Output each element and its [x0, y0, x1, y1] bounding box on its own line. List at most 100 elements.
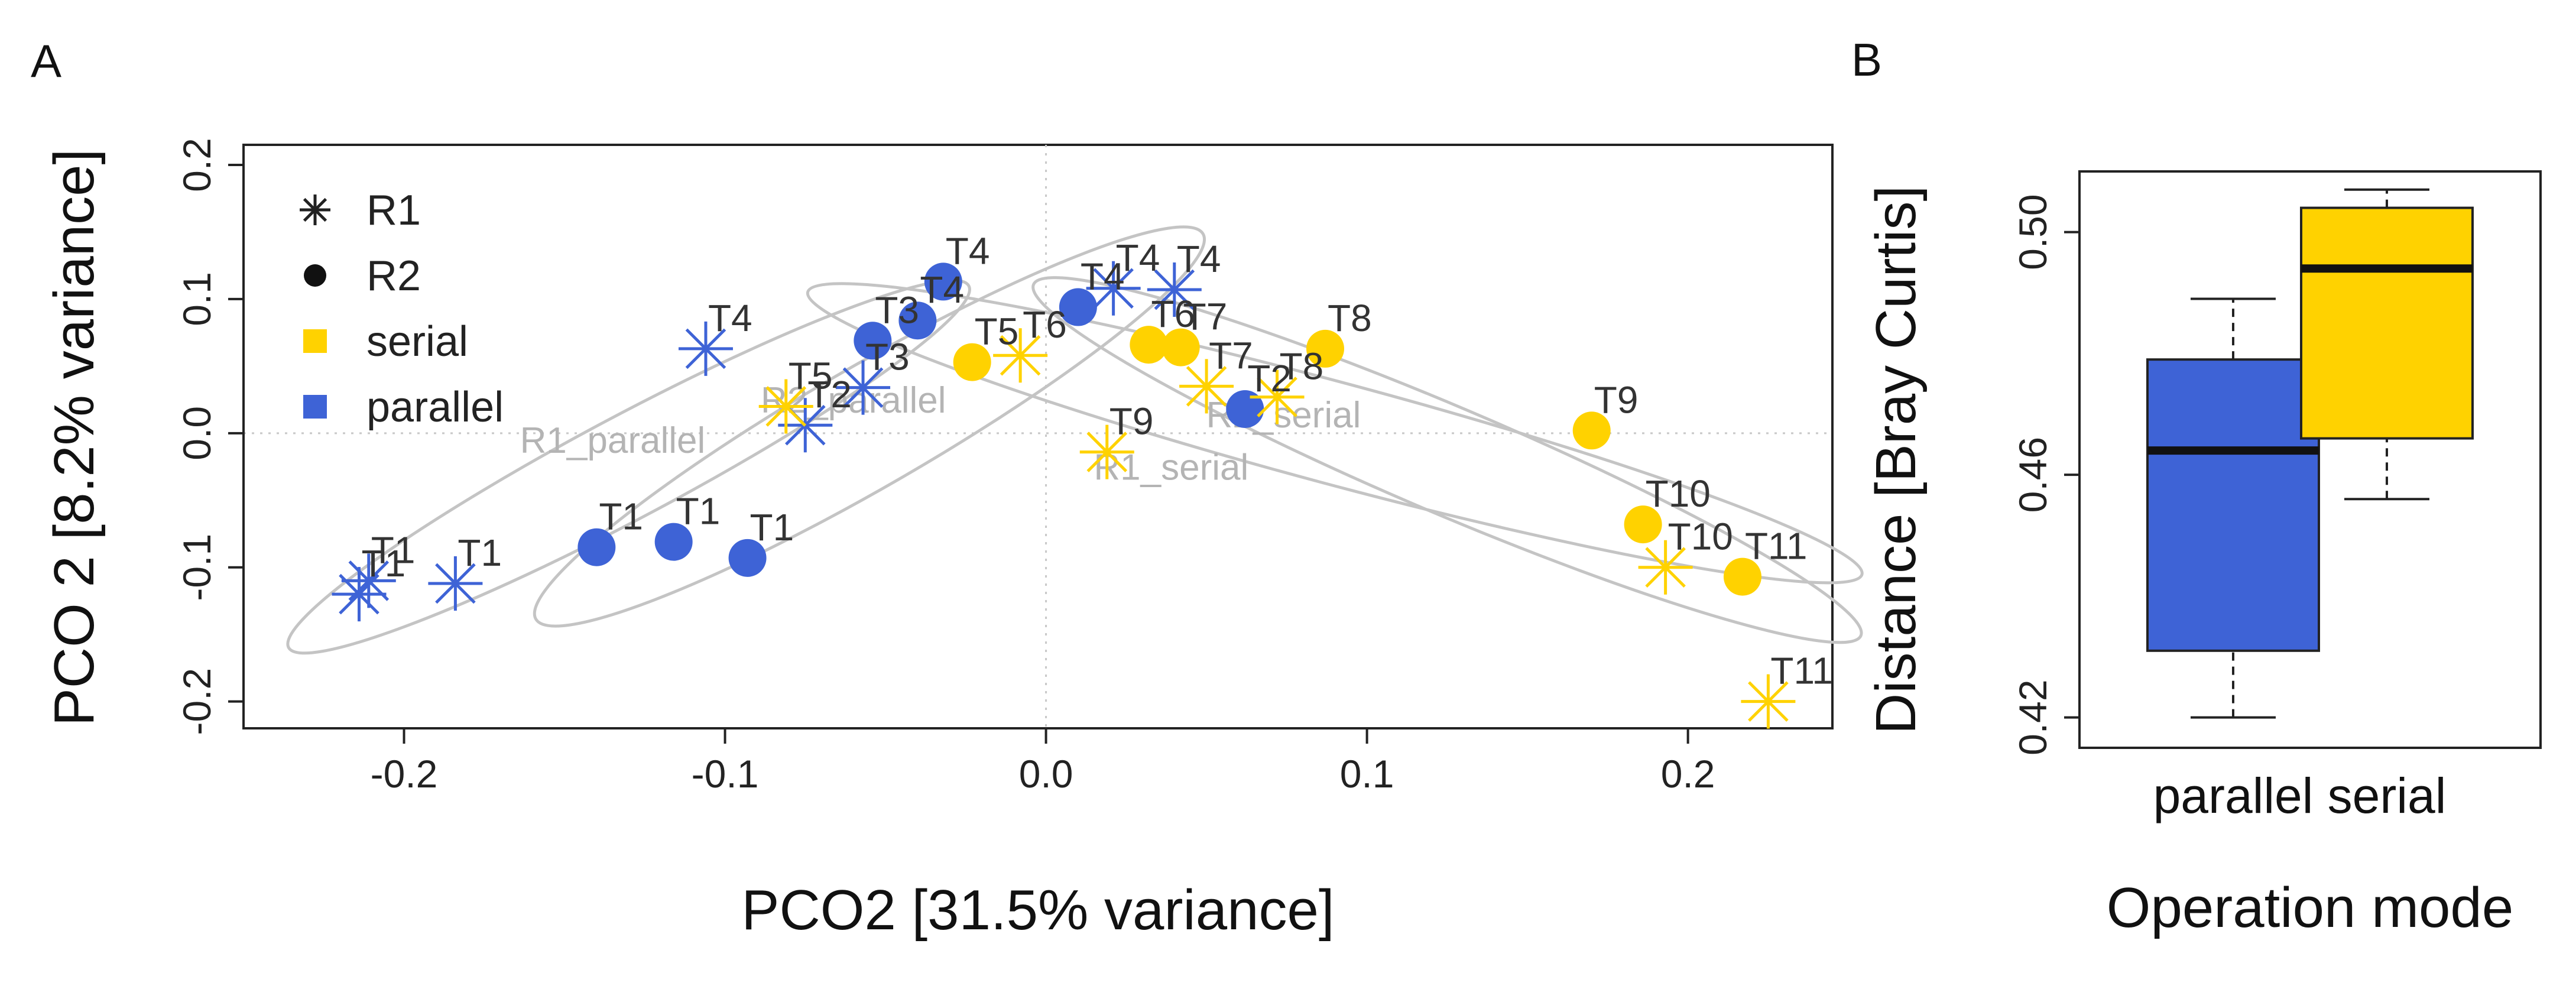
y-tick-label: -0.2	[175, 668, 219, 735]
point-r1-parallel-t4	[1147, 262, 1202, 317]
legend-r1-asterisk-icon	[300, 194, 330, 225]
point-r2-serial-t7	[1162, 328, 1200, 367]
point-label: T11	[1770, 650, 1833, 692]
distance-boxplot-panel: 0.42 0.46 0.50 parallel serial Operation mo…	[1864, 170, 2542, 939]
point-r1-parallel-t3	[836, 360, 891, 415]
point-r1-parallel-t1	[341, 553, 396, 608]
ellipse-r1-parallel	[286, 278, 971, 655]
y-tick-label: -0.1	[175, 534, 219, 601]
x-tick-label: 0.1	[1340, 752, 1394, 796]
x-axis-title: PCO2 [31.5% variance]	[741, 878, 1334, 942]
box-category-label-serial: serial	[2328, 768, 2447, 823]
point-r1-parallel-t4	[678, 321, 733, 376]
point-label: T10	[1646, 472, 1711, 515]
x-tick-label: 0.2	[1661, 752, 1715, 796]
point-group	[332, 261, 1796, 729]
ellipse-group	[286, 225, 1864, 655]
point-r2-parallel-t1	[654, 523, 693, 561]
point-r2-parallel-t1	[578, 528, 616, 566]
legend: R1 R2 serial parallel	[300, 187, 504, 431]
point-label: T3	[865, 336, 910, 378]
box-x-axis-title: Operation mode	[2107, 876, 2513, 939]
point-label: T4	[1081, 255, 1125, 298]
point-label: T4	[708, 297, 752, 339]
point-r2-parallel-t3	[854, 322, 892, 360]
point-label: T2	[807, 373, 852, 416]
point-label: T4	[1177, 238, 1221, 280]
box-y-tick-label: 0.46	[2011, 437, 2055, 513]
point-label: T4	[920, 268, 964, 311]
x-tick-label: -0.1	[692, 752, 759, 796]
point-label: T7	[1209, 334, 1253, 377]
panel-letter-a: A	[31, 35, 61, 87]
reference-lines	[244, 145, 1832, 728]
point-r1-serial-t6	[993, 328, 1048, 383]
point-r2-parallel-t2	[1226, 390, 1264, 428]
point-label: T1	[676, 490, 721, 533]
point-label: T1	[371, 528, 416, 571]
box-y-axis: 0.42 0.46 0.50	[2011, 194, 2081, 755]
box-y-axis-title: Distance [Bray Curtis]	[1864, 186, 1928, 734]
box-group	[2146, 188, 2474, 719]
point-label: T5	[789, 354, 833, 397]
point-label: T5	[975, 310, 1019, 353]
point-label: T11	[1745, 525, 1808, 568]
point-label: T8	[1280, 345, 1324, 388]
point-label: T9	[1109, 400, 1154, 443]
point-label: T1	[750, 506, 794, 549]
box-y-tick-label: 0.42	[2011, 679, 2055, 755]
legend-parallel-label: parallel	[366, 384, 504, 431]
point-r2-parallel-t1	[728, 539, 767, 577]
point-label: T3	[875, 288, 919, 331]
ellipse-label: R1_parallel	[520, 420, 706, 461]
point-r1-serial-t11	[1741, 674, 1796, 729]
point-r1-serial-t9	[1079, 424, 1134, 479]
y-tick-label: 0.1	[175, 272, 219, 326]
point-r2-serial-t10	[1624, 505, 1662, 544]
x-tick-label: -0.2	[371, 752, 438, 796]
y-axis-title: PCO 2 [8.2% variance]	[43, 149, 106, 726]
point-r1-serial-t5	[758, 379, 813, 434]
point-label: T2	[1247, 357, 1292, 400]
box-y-tick-label: 0.50	[2011, 194, 2055, 270]
point-label: T1	[361, 542, 405, 585]
panel-letter-b: B	[1851, 34, 1882, 86]
point-r2-serial-t9	[1572, 411, 1611, 450]
point-label: T4	[946, 229, 990, 272]
legend-r2-circle-icon	[304, 264, 326, 287]
point-r2-parallel-t4	[1059, 288, 1097, 326]
legend-r1-label: R1	[366, 187, 421, 234]
box-x-axis: parallel serial	[2153, 768, 2447, 823]
point-r1-parallel-t4	[1086, 261, 1141, 316]
ellipse-r2-parallel	[533, 225, 1206, 628]
box-serial-iqr	[2300, 206, 2474, 440]
point-label: T6	[1151, 293, 1195, 335]
point-r2-serial-t5	[953, 343, 991, 381]
point-label: T9	[1594, 378, 1639, 421]
ellipse-r1-serial	[1031, 276, 1863, 644]
box-category-label-parallel: parallel	[2153, 768, 2314, 823]
ellipse-r2-serial	[806, 282, 1864, 585]
point-label: T1	[458, 531, 502, 574]
point-r1-serial-t7	[1179, 359, 1234, 414]
point-label: T8	[1328, 297, 1372, 339]
legend-serial-label: serial	[366, 318, 468, 365]
point-label: T10	[1668, 515, 1733, 558]
x-tick-label: 0.0	[1019, 752, 1073, 796]
point-label: T4	[1116, 236, 1160, 279]
legend-parallel-swatch	[303, 395, 327, 419]
y-tick-label: 0.0	[175, 406, 219, 461]
point-r1-serial-t10	[1638, 540, 1693, 595]
box-parallel	[2146, 297, 2320, 719]
y-tick-label: 0.2	[175, 138, 219, 192]
legend-r2-label: R2	[366, 252, 421, 300]
legend-serial-swatch	[303, 329, 327, 353]
y-axis: -0.2 -0.1 0.0 0.1 0.2	[175, 138, 245, 735]
point-r2-parallel-t4	[898, 301, 937, 340]
box-serial	[2300, 188, 2474, 501]
point-r2-parallel-t4	[924, 262, 962, 301]
point-r1-serial-t8	[1250, 369, 1305, 424]
